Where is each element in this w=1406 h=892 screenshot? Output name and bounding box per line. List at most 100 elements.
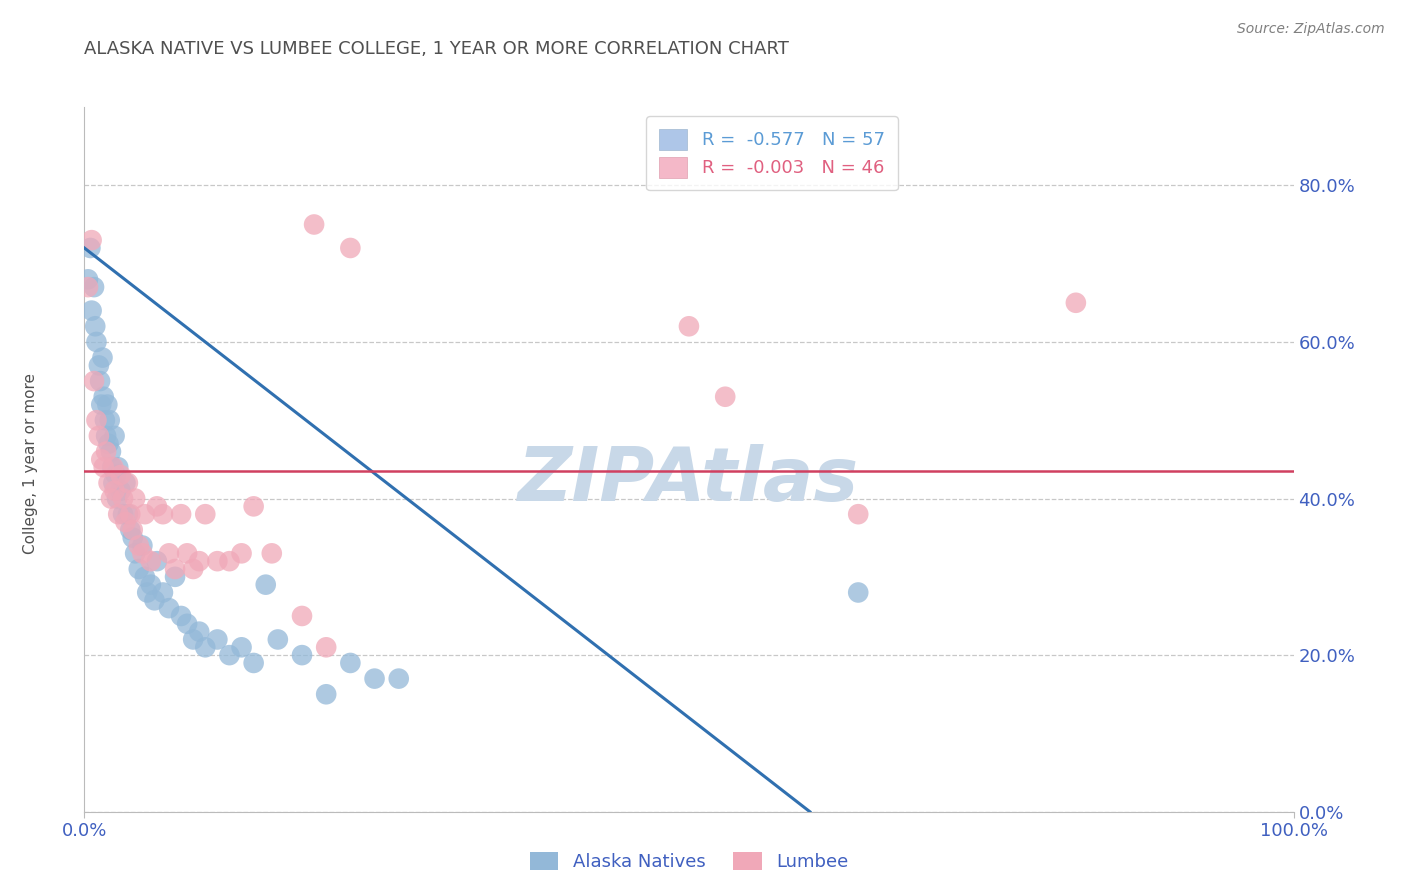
- Point: [104, 483, 127, 498]
- Point: [93, 390, 115, 404]
- Point: [112, 491, 135, 506]
- Text: Source: ZipAtlas.com: Source: ZipAtlas.com: [1237, 22, 1385, 37]
- Point: [194, 507, 217, 521]
- Point: [104, 468, 127, 483]
- Point: [260, 546, 283, 560]
- Point: [188, 624, 211, 639]
- Point: [176, 616, 198, 631]
- Point: [121, 523, 143, 537]
- Legend: R =  -0.577   N = 57, R =  -0.003   N = 46: R = -0.577 N = 57, R = -0.003 N = 46: [645, 116, 897, 190]
- Point: [131, 539, 153, 553]
- Point: [107, 460, 129, 475]
- Point: [207, 632, 229, 647]
- Point: [98, 413, 121, 427]
- Point: [846, 507, 869, 521]
- Point: [254, 577, 277, 591]
- Point: [96, 398, 118, 412]
- Point: [242, 656, 264, 670]
- Point: [107, 507, 129, 521]
- Point: [89, 374, 111, 388]
- Point: [181, 562, 204, 576]
- Point: [388, 672, 411, 686]
- Point: [100, 444, 122, 458]
- Point: [218, 554, 240, 568]
- Point: [176, 546, 198, 560]
- Point: [97, 475, 120, 490]
- Point: [128, 562, 150, 576]
- Point: [139, 554, 162, 568]
- Point: [83, 374, 105, 388]
- Point: [207, 554, 229, 568]
- Point: [110, 483, 132, 498]
- Point: [139, 577, 162, 591]
- Point: [80, 233, 103, 247]
- Point: [112, 507, 135, 521]
- Point: [103, 460, 125, 475]
- Point: [79, 241, 101, 255]
- Point: [94, 444, 117, 458]
- Point: [157, 601, 180, 615]
- Point: [87, 359, 110, 373]
- Point: [146, 500, 169, 514]
- Point: [114, 475, 136, 490]
- Point: [101, 460, 124, 475]
- Point: [94, 429, 117, 443]
- Point: [1064, 295, 1087, 310]
- Point: [152, 585, 174, 599]
- Point: [117, 507, 139, 521]
- Point: [678, 319, 700, 334]
- Point: [302, 218, 325, 232]
- Point: [181, 632, 204, 647]
- Point: [143, 593, 166, 607]
- Point: [170, 507, 193, 521]
- Point: [170, 609, 193, 624]
- Point: [339, 241, 361, 255]
- Point: [83, 280, 105, 294]
- Point: [163, 562, 186, 576]
- Point: [157, 546, 180, 560]
- Point: [110, 468, 132, 483]
- Point: [134, 570, 156, 584]
- Point: [124, 546, 146, 560]
- Point: [136, 585, 159, 599]
- Point: [131, 546, 153, 560]
- Point: [152, 507, 174, 521]
- Point: [846, 585, 869, 599]
- Text: College, 1 year or more: College, 1 year or more: [24, 374, 38, 554]
- Point: [84, 319, 107, 334]
- Point: [86, 334, 108, 349]
- Point: [315, 640, 337, 655]
- Point: [80, 303, 103, 318]
- Point: [291, 648, 314, 662]
- Point: [163, 570, 186, 584]
- Point: [339, 656, 361, 670]
- Point: [94, 413, 117, 427]
- Point: [120, 507, 142, 521]
- Point: [121, 531, 143, 545]
- Point: [134, 507, 156, 521]
- Point: [242, 500, 264, 514]
- Legend: Alaska Natives, Lumbee: Alaska Natives, Lumbee: [523, 845, 855, 879]
- Point: [363, 672, 385, 686]
- Point: [231, 546, 253, 560]
- Point: [90, 398, 112, 412]
- Point: [86, 413, 108, 427]
- Point: [77, 280, 100, 294]
- Point: [315, 687, 337, 701]
- Point: [103, 475, 125, 490]
- Point: [114, 515, 136, 529]
- Point: [120, 523, 142, 537]
- Text: ZIPAtlas: ZIPAtlas: [519, 444, 859, 517]
- Point: [93, 460, 115, 475]
- Point: [105, 491, 128, 506]
- Point: [714, 390, 737, 404]
- Point: [117, 475, 139, 490]
- Point: [104, 429, 127, 443]
- Point: [218, 648, 240, 662]
- Point: [90, 452, 112, 467]
- Point: [128, 539, 150, 553]
- Point: [77, 272, 100, 286]
- Point: [87, 429, 110, 443]
- Point: [267, 632, 290, 647]
- Point: [97, 436, 120, 450]
